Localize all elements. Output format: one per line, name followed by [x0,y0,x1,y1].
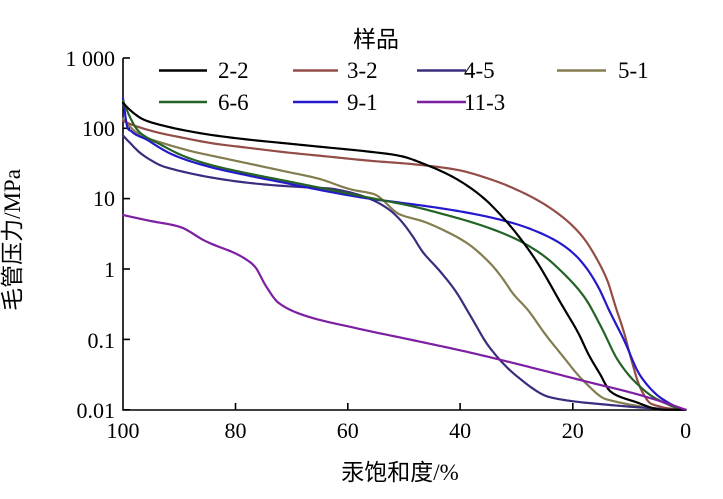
svg-text:1 000: 1 000 [66,46,116,71]
svg-text:4-5: 4-5 [464,58,495,83]
svg-text:40: 40 [449,418,471,443]
svg-text:2-2: 2-2 [218,58,249,83]
svg-text:0.1: 0.1 [88,328,116,353]
svg-text:毛管压力/MPa: 毛管压力/MPa [0,169,25,311]
svg-text:60: 60 [337,418,359,443]
svg-text:0: 0 [680,418,691,443]
svg-text:9-1: 9-1 [347,90,378,115]
svg-text:80: 80 [225,418,247,443]
svg-text:10: 10 [93,186,115,211]
svg-text:汞饱和度/%: 汞饱和度/% [341,460,459,485]
svg-text:6-6: 6-6 [218,90,249,115]
svg-text:5-1: 5-1 [618,58,649,83]
svg-text:100: 100 [82,116,115,141]
svg-text:样品: 样品 [353,27,399,52]
svg-text:20: 20 [562,418,584,443]
svg-text:3-2: 3-2 [347,58,378,83]
svg-text:1: 1 [104,257,115,282]
svg-text:100: 100 [107,418,140,443]
svg-text:11-3: 11-3 [464,90,505,115]
